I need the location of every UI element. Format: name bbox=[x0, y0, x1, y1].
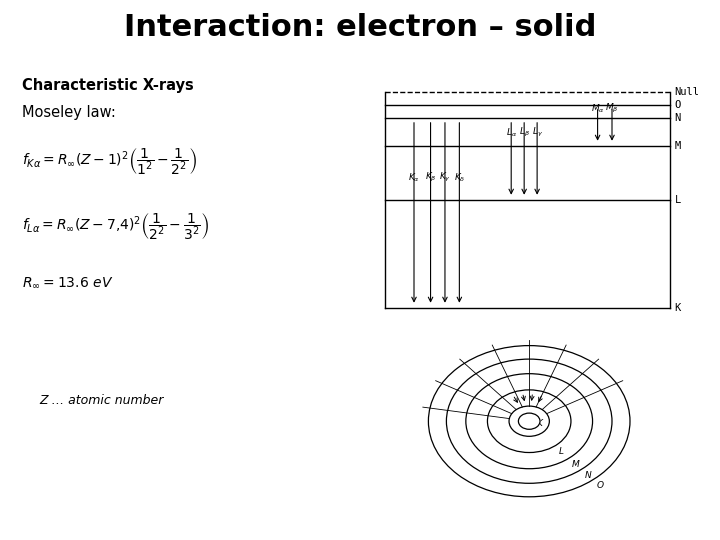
Text: Characteristic X-rays: Characteristic X-rays bbox=[22, 78, 194, 93]
Text: $K_{\gamma}$: $K_{\gamma}$ bbox=[439, 171, 451, 184]
Text: $L_{\gamma}$: $L_{\gamma}$ bbox=[531, 126, 543, 139]
Text: L: L bbox=[675, 195, 681, 205]
Text: $K_{\delta}$: $K_{\delta}$ bbox=[454, 171, 465, 184]
Text: N: N bbox=[585, 471, 592, 480]
Text: K: K bbox=[675, 303, 681, 313]
Text: Interaction: electron – solid: Interaction: electron – solid bbox=[124, 14, 596, 43]
Text: O: O bbox=[596, 481, 603, 490]
Text: K: K bbox=[536, 420, 542, 428]
Text: Z … atomic number: Z … atomic number bbox=[40, 394, 164, 407]
Text: $R_{\infty} = 13.6\ eV$: $R_{\infty} = 13.6\ eV$ bbox=[22, 275, 113, 289]
Circle shape bbox=[518, 413, 540, 429]
Text: $f_{K\alpha} = R_{\infty}(Z-1)^{2}\left(\dfrac{1}{1^{2}}-\dfrac{1}{2^{2}}\right): $f_{K\alpha} = R_{\infty}(Z-1)^{2}\left(… bbox=[22, 146, 197, 177]
Text: O: O bbox=[675, 100, 681, 110]
Text: Null: Null bbox=[675, 87, 700, 97]
Text: $K_{\alpha}$: $K_{\alpha}$ bbox=[408, 171, 420, 184]
Text: M: M bbox=[675, 141, 681, 151]
Text: $f_{L\alpha} = R_{\infty}(Z-7{,}4)^{2}\left(\dfrac{1}{2^{2}}-\dfrac{1}{3^{2}}\ri: $f_{L\alpha} = R_{\infty}(Z-7{,}4)^{2}\l… bbox=[22, 211, 209, 241]
Text: $M_{\beta}$: $M_{\beta}$ bbox=[606, 102, 618, 115]
Text: $K_{\beta}$: $K_{\beta}$ bbox=[425, 171, 436, 184]
Text: $L_{\alpha}$: $L_{\alpha}$ bbox=[505, 127, 517, 139]
Text: Moseley law:: Moseley law: bbox=[22, 105, 115, 120]
Text: $L_{\beta}$: $L_{\beta}$ bbox=[518, 126, 530, 139]
Text: N: N bbox=[675, 113, 681, 123]
Text: L: L bbox=[558, 447, 563, 456]
Text: $M_{\alpha}$: $M_{\alpha}$ bbox=[590, 103, 605, 115]
Text: M: M bbox=[572, 460, 580, 469]
